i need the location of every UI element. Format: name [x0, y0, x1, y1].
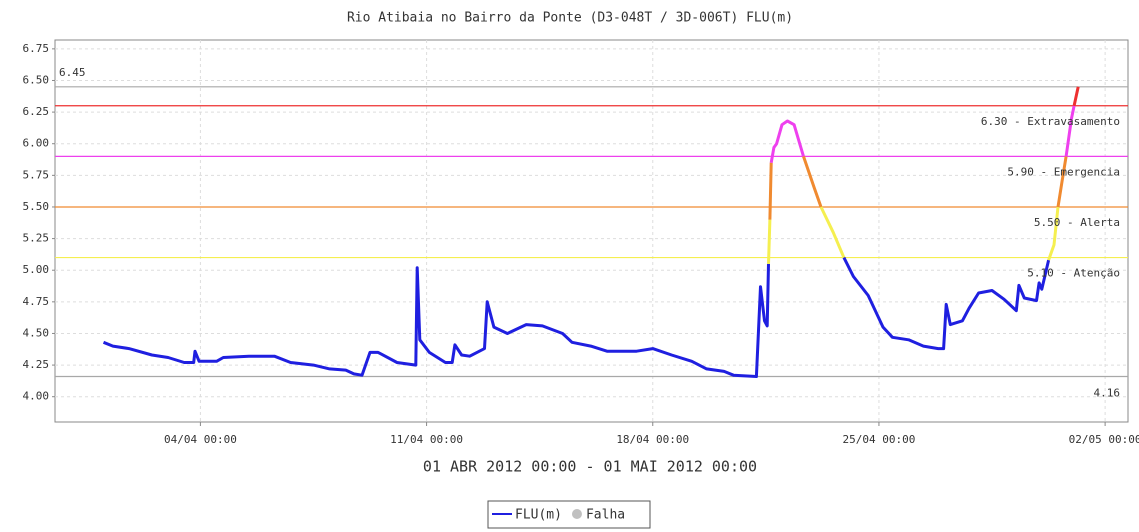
- chart-title: Rio Atibaia no Bairro da Ponte (D3-048T …: [347, 11, 793, 26]
- alert-label: 5.90 - Emergencia: [1007, 165, 1120, 178]
- data-line: [802, 155, 823, 208]
- data-line: [769, 119, 805, 163]
- legend-box: [487, 500, 651, 529]
- x-tick-label: 04/04 00:00: [164, 433, 237, 446]
- alert-label: 6.30 - Extravasamento: [981, 115, 1120, 128]
- y-tick-label: 6.50: [23, 73, 50, 86]
- y-tick-label: 4.50: [23, 326, 50, 339]
- data-line: [819, 206, 846, 259]
- x-tick-label: 25/04 00:00: [843, 433, 916, 446]
- alert-label: 5.10 - Atenção: [1027, 267, 1120, 280]
- y-tick-label: 6.00: [23, 137, 50, 150]
- y-tick-label: 5.75: [23, 168, 50, 181]
- x-tick-label: 02/05 00:00: [1069, 433, 1139, 446]
- legend-label: Falha: [586, 508, 625, 523]
- y-tick-label: 5.00: [23, 263, 50, 276]
- data-line: [1056, 156, 1068, 208]
- y-tick-label: 5.25: [23, 232, 50, 245]
- data-line: [842, 256, 1051, 351]
- plot-content: [55, 86, 1128, 378]
- max-label: 6.45: [59, 66, 86, 79]
- x-tick-label: 11/04 00:00: [390, 433, 463, 446]
- legend-label: FLU(m): [515, 508, 562, 523]
- data-line: [1047, 206, 1060, 261]
- x-axis-subtitle: 01 ABR 2012 00:00 - 01 MAI 2012 00:00: [423, 458, 757, 476]
- x-tick-label: 18/04 00:00: [616, 433, 689, 446]
- data-line: [768, 162, 773, 220]
- data-line: [102, 263, 770, 378]
- y-tick-label: 4.00: [23, 390, 50, 403]
- data-line: [1072, 86, 1080, 107]
- data-line: [767, 219, 772, 264]
- alert-label: 5.50 - Alerta: [1034, 216, 1120, 229]
- legend-swatch: [571, 509, 582, 519]
- y-tick-label: 4.75: [23, 295, 50, 308]
- y-tick-label: 6.25: [23, 105, 50, 118]
- data-line: [1064, 105, 1076, 157]
- y-tick-label: 4.25: [23, 358, 50, 371]
- min-label: 4.16: [1094, 386, 1121, 399]
- y-tick-label: 5.50: [23, 200, 50, 213]
- y-tick-label: 6.75: [23, 42, 50, 55]
